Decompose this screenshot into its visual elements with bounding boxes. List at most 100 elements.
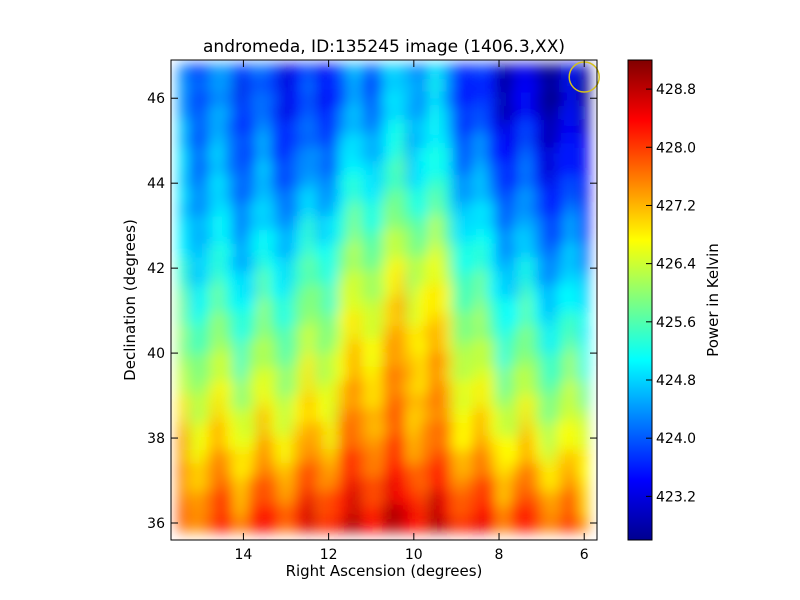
heatmap-cell <box>474 242 487 258</box>
heatmap-cell <box>291 435 304 450</box>
heatmap-cell <box>382 146 395 162</box>
heatmap-cell <box>360 380 373 395</box>
heatmap-cell <box>314 490 327 505</box>
heatmap-cell <box>245 339 258 354</box>
heatmap-cell <box>280 91 293 107</box>
heatmap-cell <box>223 394 236 409</box>
heatmap-cell <box>508 270 521 285</box>
heatmap-cell <box>497 215 510 230</box>
heatmap-cell <box>280 380 293 395</box>
heatmap-cell <box>337 407 350 423</box>
heatmap-cell <box>257 256 270 271</box>
heatmap-cell <box>428 146 441 162</box>
heatmap-cell <box>360 105 373 120</box>
heatmap-cell <box>177 311 190 326</box>
heatmap-cell <box>280 339 293 354</box>
heatmap-cell <box>188 160 201 175</box>
heatmap-cell <box>417 462 430 478</box>
heatmap-cell <box>348 270 361 285</box>
heatmap-cell <box>405 394 418 409</box>
heatmap-cell <box>177 146 190 162</box>
heatmap-cell <box>280 215 293 230</box>
heatmap-cell <box>508 311 521 326</box>
heatmap-cell <box>577 421 590 436</box>
heatmap-cell <box>371 297 384 313</box>
heatmap-cell <box>497 201 510 217</box>
heatmap-cell <box>565 297 578 313</box>
heatmap-cell <box>371 229 384 244</box>
heatmap-cell <box>188 394 201 409</box>
heatmap-cell <box>440 380 453 395</box>
heatmap-cell <box>371 284 384 299</box>
heatmap-cell <box>360 64 373 79</box>
heatmap-cell <box>485 132 498 148</box>
heatmap-cell <box>314 297 327 313</box>
heatmap-cell <box>405 160 418 175</box>
heatmap-cell <box>360 119 373 134</box>
heatmap-cell <box>382 242 395 258</box>
heatmap-cell <box>234 394 247 409</box>
heatmap-cell <box>314 242 327 258</box>
heatmap-cell <box>485 394 498 409</box>
heatmap-cell <box>360 449 373 464</box>
heatmap-cell <box>291 352 304 368</box>
heatmap-cell <box>451 119 464 134</box>
heatmap-cell <box>428 256 441 271</box>
heatmap-cell <box>177 366 190 381</box>
heatmap-cell <box>451 77 464 93</box>
heatmap-cell <box>211 64 224 79</box>
heatmap-cell <box>565 311 578 326</box>
heatmap-cell <box>519 270 532 285</box>
heatmap-cell <box>394 77 407 93</box>
heatmap-cell <box>303 160 316 175</box>
heatmap-cell <box>177 394 190 409</box>
heatmap-cell <box>245 366 258 381</box>
heatmap-cell <box>257 64 270 79</box>
heatmap-cell <box>440 242 453 258</box>
heatmap-cell <box>291 449 304 464</box>
heatmap-cell <box>542 160 555 175</box>
heatmap-cell <box>223 105 236 120</box>
heatmap-cell <box>417 421 430 436</box>
heatmap-cell <box>348 462 361 478</box>
heatmap-cell <box>485 215 498 230</box>
heatmap-cell <box>200 77 213 93</box>
heatmap-cell <box>325 64 338 79</box>
heatmap-cell <box>280 132 293 148</box>
heatmap-cell <box>291 160 304 175</box>
heatmap-cell <box>382 187 395 203</box>
heatmap-cell <box>508 462 521 478</box>
heatmap-cell <box>314 91 327 107</box>
heatmap-cell <box>325 504 338 519</box>
heatmap-cell <box>268 435 281 450</box>
heatmap-cell <box>257 339 270 354</box>
heatmap-cell <box>577 339 590 354</box>
heatmap-cell <box>268 77 281 93</box>
heatmap-cell <box>325 119 338 134</box>
heatmap-cell <box>405 352 418 368</box>
heatmap-cell <box>200 119 213 134</box>
heatmap-cell <box>508 132 521 148</box>
heatmap-cell <box>314 449 327 464</box>
heatmap-cell <box>371 160 384 175</box>
heatmap-cell <box>554 380 567 395</box>
heatmap-cell <box>508 215 521 230</box>
heatmap-cell <box>234 517 247 533</box>
heatmap-cell <box>325 421 338 436</box>
heatmap-cell <box>268 517 281 533</box>
heatmap-cell <box>382 339 395 354</box>
heatmap-cell <box>531 394 544 409</box>
heatmap-cell <box>177 229 190 244</box>
heatmap-cell <box>417 325 430 340</box>
heatmap-cell <box>303 119 316 134</box>
heatmap-cell <box>268 462 281 478</box>
heatmap-cell <box>451 256 464 271</box>
heatmap-cell <box>554 421 567 436</box>
heatmap-cell <box>337 394 350 409</box>
heatmap-cell <box>234 174 247 189</box>
heatmap-cell <box>303 325 316 340</box>
heatmap-cell <box>337 476 350 491</box>
heatmap-cell <box>542 517 555 533</box>
heatmap-cell <box>497 119 510 134</box>
heatmap-cell <box>440 270 453 285</box>
